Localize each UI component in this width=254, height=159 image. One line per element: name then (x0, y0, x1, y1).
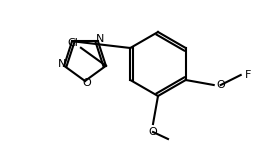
Text: O: O (216, 80, 225, 90)
Text: F: F (245, 70, 251, 80)
Text: N: N (58, 59, 66, 69)
Text: N: N (96, 34, 104, 44)
Text: Cl: Cl (68, 38, 78, 48)
Text: O: O (83, 78, 91, 88)
Text: O: O (149, 127, 157, 137)
